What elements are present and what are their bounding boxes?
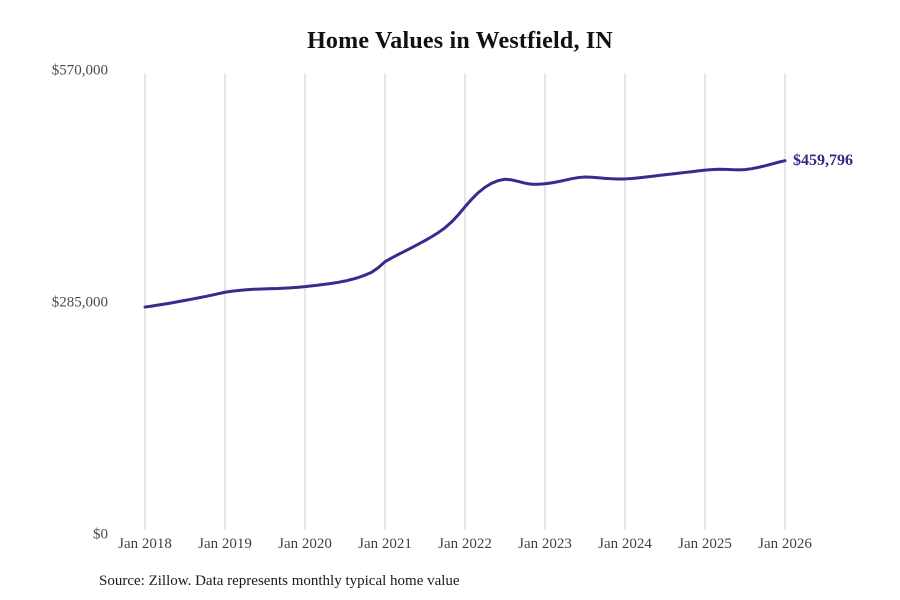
y-axis-tick-label: $285,000 [51, 294, 108, 311]
x-axis-tick-label: Jan 2024 [598, 536, 652, 552]
current-value-label: $459,796 [793, 151, 853, 169]
y-axis-tick-label: $0 [93, 526, 108, 543]
x-axis-tick-label: Jan 2022 [438, 536, 492, 552]
chart-title: Home Values in Westfield, IN [307, 28, 613, 54]
x-axis-tick-label: Jan 2021 [358, 536, 412, 552]
x-axis-tick-label: Jan 2025 [678, 536, 732, 552]
home-value-line [143, 159, 787, 309]
y-axis-tick-label: $570,000 [51, 62, 108, 79]
x-axis-tick-label: Jan 2023 [518, 536, 572, 552]
source-note: Source: Zillow. Data represents monthly … [99, 573, 460, 589]
x-axis-tick-label: Jan 2026 [758, 536, 812, 552]
x-axis-tick-label: Jan 2020 [278, 536, 332, 552]
x-axis-tick-label: Jan 2018 [118, 536, 172, 552]
x-axis-tick-label: Jan 2019 [198, 536, 252, 552]
